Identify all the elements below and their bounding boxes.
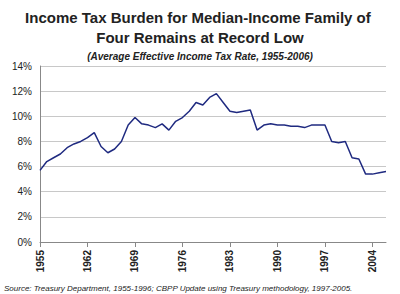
svg-text:Income Tax Burden for Median-I: Income Tax Burden for Median-Income Fami… — [25, 9, 375, 26]
svg-text:1983: 1983 — [224, 250, 235, 273]
svg-text:10%: 10% — [12, 111, 32, 122]
svg-text:4%: 4% — [18, 186, 33, 197]
svg-text:2%: 2% — [18, 211, 33, 222]
svg-text:(Average Effective Income Tax: (Average Effective Income Tax Rate, 1955… — [87, 51, 313, 62]
svg-text:2004: 2004 — [367, 250, 378, 273]
svg-text:1969: 1969 — [129, 250, 140, 273]
svg-text:1962: 1962 — [82, 250, 93, 273]
svg-text:8%: 8% — [18, 136, 33, 147]
svg-text:1997: 1997 — [319, 250, 330, 273]
svg-text:12%: 12% — [12, 86, 32, 97]
svg-text:0%: 0% — [18, 237, 33, 248]
svg-text:Source: Treasury Department, 1: Source: Treasury Department, 1955-1996; … — [4, 284, 352, 293]
svg-text:1990: 1990 — [272, 250, 283, 273]
svg-text:6%: 6% — [18, 161, 33, 172]
svg-text:14%: 14% — [12, 61, 32, 72]
svg-text:1976: 1976 — [177, 250, 188, 273]
svg-text:Four Remains at Record Low: Four Remains at Record Low — [96, 29, 304, 46]
svg-text:1955: 1955 — [35, 250, 46, 273]
